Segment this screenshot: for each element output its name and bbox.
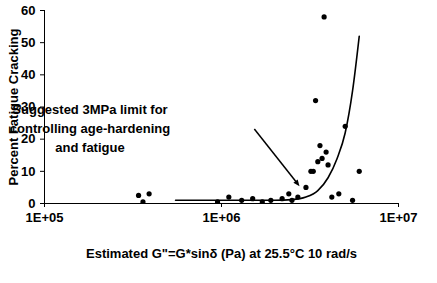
svg-text:60: 60 [21, 3, 35, 18]
svg-text:20: 20 [21, 131, 36, 147]
svg-text:50: 50 [21, 35, 35, 50]
svg-text:0: 0 [28, 196, 35, 211]
svg-text:Percent Fatigue Cracking: Percent Fatigue Cracking [5, 28, 21, 186]
svg-text:Suggested 3MPa limit forcontro: Suggested 3MPa limit forcontrolling age-… [10, 102, 170, 155]
svg-text:Estimated G"=G*sinδ (Pa) at 25: Estimated G"=G*sinδ (Pa) at 25.5°C 10 ra… [86, 246, 357, 261]
svg-text:1E+07: 1E+07 [380, 210, 418, 225]
svg-text:1E+05: 1E+05 [26, 210, 64, 225]
svg-text:1E+06: 1E+06 [203, 210, 241, 225]
svg-text:10: 10 [21, 163, 35, 178]
svg-text:40: 40 [21, 67, 35, 82]
